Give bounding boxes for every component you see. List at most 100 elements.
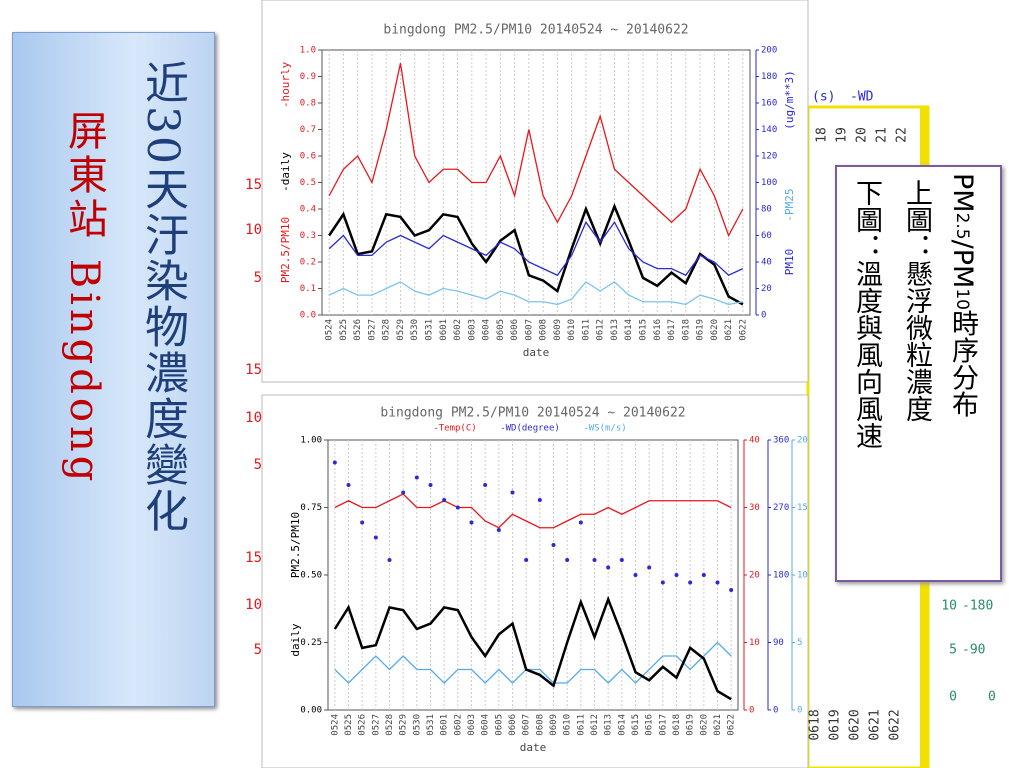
fragment-label: -180 xyxy=(962,599,993,614)
fragment-label: 5 xyxy=(949,643,957,658)
dot xyxy=(510,490,515,495)
x-tick-label: 0527 xyxy=(367,319,377,341)
heading: 近30天汙染物濃度變化 xyxy=(137,60,188,534)
x-tick-label: 0527 xyxy=(371,714,381,736)
y-tick-label: 120 xyxy=(761,152,777,162)
dot xyxy=(565,558,570,562)
fragment-label: 10 xyxy=(245,222,262,238)
x-tick-label: 0603 xyxy=(467,319,477,341)
y-tick-label: 0.2 xyxy=(300,258,316,268)
y-tick-label: 40 xyxy=(749,436,760,446)
x-tick-label: 0612 xyxy=(590,714,600,736)
y-tick-label: 100 xyxy=(761,178,777,188)
x-tick-label: 0620 xyxy=(710,319,720,341)
sidebar xyxy=(12,32,215,707)
x-axis-label: date xyxy=(520,741,547,754)
sub: 2.5 xyxy=(952,212,972,240)
fragment-label: -WD xyxy=(850,90,874,105)
fragment-label: 18 xyxy=(815,127,830,143)
fragment-label: -90 xyxy=(962,643,985,658)
series-line xyxy=(333,595,732,701)
dot xyxy=(387,558,392,562)
dot xyxy=(688,580,693,585)
station-en: Bingdong xyxy=(61,258,107,486)
dot xyxy=(455,505,460,510)
x-tick-label: 0621 xyxy=(724,319,734,341)
callout-line: 上圖：懸浮微粒濃度 xyxy=(901,179,932,422)
axis-label: (ug/m**3) xyxy=(783,70,796,130)
station-name: 屏東站 xyxy=(61,110,107,242)
y-tick-label: 360 xyxy=(773,436,789,446)
y-tick-label: 200 xyxy=(761,46,777,56)
y-tick-label: 10 xyxy=(797,571,808,581)
x-tick-label: 0524 xyxy=(325,319,335,341)
x-tick-label: 0602 xyxy=(453,714,463,736)
y-tick-label: 0.9 xyxy=(300,72,316,82)
dot xyxy=(428,483,433,487)
y-tick-label: 20 xyxy=(761,284,772,294)
dot xyxy=(674,573,679,577)
x-tick-label: 0607 xyxy=(524,319,534,341)
series-line xyxy=(328,220,744,277)
x-tick-label: 0618 xyxy=(672,714,682,736)
dot xyxy=(496,528,501,532)
x-tick-label: 0604 xyxy=(481,714,491,736)
x-tick-label: 0610 xyxy=(567,319,577,341)
callout-title: PM2.5/PM10時序分布 xyxy=(947,173,978,418)
x-tick-label: 0620 xyxy=(699,714,709,736)
x-tick-label: 0608 xyxy=(535,714,545,736)
axis-label: -PM25 xyxy=(783,188,796,221)
fragment-label: 10 xyxy=(245,597,262,613)
fragment-label: 15 xyxy=(245,550,262,566)
fragment-label: 5 xyxy=(254,270,262,286)
chart-title: bingdong PM2.5/PM10 20140524 ~ 20140622 xyxy=(380,406,685,421)
dot xyxy=(715,580,720,585)
x-tick-label: 0525 xyxy=(344,714,354,736)
dot xyxy=(524,558,529,562)
series-line xyxy=(334,493,732,529)
x-tick-label: 0615 xyxy=(639,319,649,341)
x-tick-label: 0525 xyxy=(339,319,349,341)
dot xyxy=(469,520,474,525)
y-tick-label: 5 xyxy=(797,638,802,648)
fragment-label: (s) xyxy=(812,90,835,105)
callout-line: 下圖：溫度與風向風速 xyxy=(851,179,882,449)
x-tick-label: 0605 xyxy=(494,714,504,736)
dot xyxy=(578,520,583,525)
series-line xyxy=(334,641,732,684)
y-tick-label: 160 xyxy=(761,99,777,109)
x-tick-label: 0616 xyxy=(653,319,663,341)
y-tick-label: 80 xyxy=(761,205,772,215)
series-line xyxy=(328,63,744,238)
chart-title: bingdong PM2.5/PM10 20140524 ~ 20140622 xyxy=(383,23,688,38)
dot xyxy=(660,580,665,585)
x-tick-label: 0615 xyxy=(631,714,641,736)
y-tick-label: 0.6 xyxy=(300,152,316,162)
dot xyxy=(442,498,447,502)
dot xyxy=(633,573,638,577)
axis-label: PM2.5/PM10 xyxy=(279,217,292,283)
x-tick-label: 0609 xyxy=(549,714,559,736)
fragment-label: 0621 xyxy=(868,709,883,740)
x-tick-label: 0617 xyxy=(667,319,677,341)
fragment-label: 19 xyxy=(835,127,850,143)
x-tick-label: 0531 xyxy=(425,319,435,341)
x-tick-label: 0622 xyxy=(727,714,737,736)
x-tick-label: 0614 xyxy=(617,714,627,736)
x-tick-label: 0608 xyxy=(539,319,549,341)
dot xyxy=(346,483,351,487)
x-tick-label: 0614 xyxy=(624,319,634,341)
y-tick-label: 0.5 xyxy=(300,178,316,188)
dot xyxy=(373,535,378,540)
x-tick-label: 0612 xyxy=(596,319,606,341)
y-tick-label: 180 xyxy=(773,571,789,581)
dot xyxy=(332,460,337,465)
y-tick-label: 1.00 xyxy=(300,436,322,446)
fragment-label: 15 xyxy=(245,177,262,193)
x-tick-label: 0529 xyxy=(396,319,406,341)
y-tick-label: 90 xyxy=(773,638,784,648)
x-tick-label: 0616 xyxy=(645,714,655,736)
dot xyxy=(606,565,611,570)
axis-label: PM2.5/PM10 xyxy=(289,512,302,578)
